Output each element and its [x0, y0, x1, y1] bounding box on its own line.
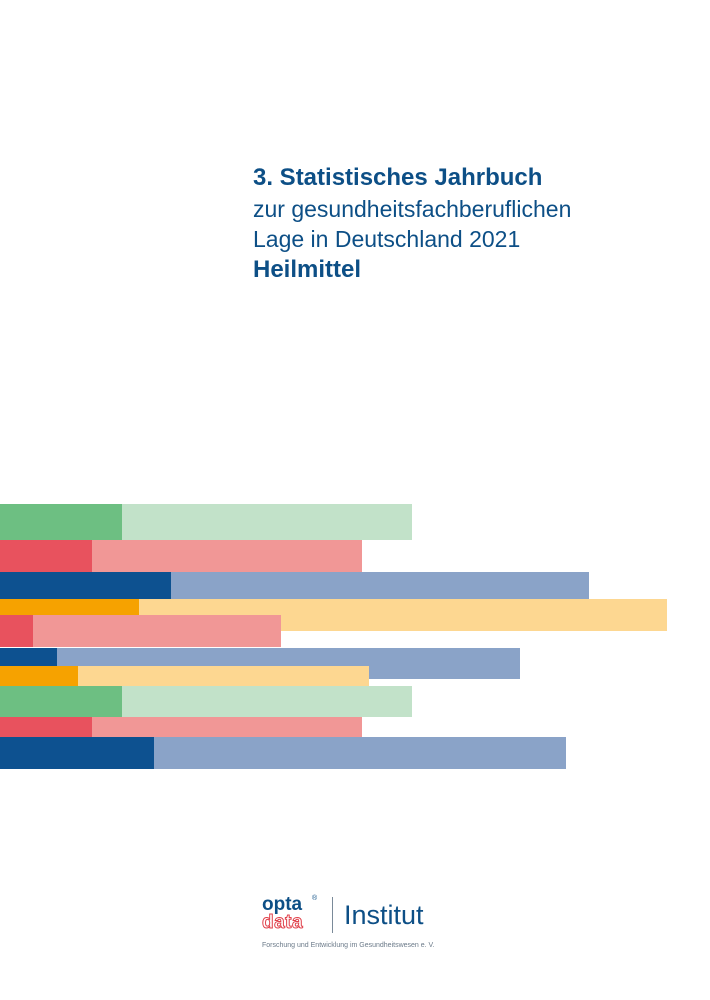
bar-red-1-light [92, 540, 362, 572]
bar-blue-3-light [154, 737, 566, 769]
logo-registered-mark: ® [312, 895, 318, 902]
bar-orange-1-dark [0, 599, 139, 615]
cover-title: 3. Statistisches Jahrbuch [253, 164, 543, 191]
logo-data-wordmark: data [261, 912, 304, 933]
bar-red-2-dark [0, 615, 33, 647]
cover-subtitle-line-2: Lage in Deutschland 2021 [253, 226, 521, 252]
bar-blue-2-dark [0, 648, 57, 666]
bar-green-1-dark [0, 504, 122, 540]
bar-green-2 [0, 686, 412, 717]
cover-topic: Heilmittel [253, 256, 362, 283]
logo-tagline: Forschung und Entwicklung im Gesundheits… [262, 942, 435, 949]
bar-red-3 [0, 717, 362, 737]
bar-blue-3-dark [0, 737, 154, 769]
bar-blue-1 [0, 572, 589, 599]
bar-red-1-dark [0, 540, 92, 572]
logo-divider [332, 897, 333, 933]
bar-orange-2-light [78, 666, 369, 686]
bar-orange-2 [0, 666, 369, 686]
optadata-institut-logo: opta ® data Institut Forschung und Entwi… [261, 894, 472, 955]
bar-red-1 [0, 540, 362, 572]
bar-red-2 [0, 615, 281, 647]
bar-green-2-light [122, 686, 412, 717]
bar-orange-2-dark [0, 666, 78, 686]
bar-blue-3 [0, 737, 566, 769]
cover-title-block: 3. Statistisches Jahrbuch zur gesundheit… [253, 162, 571, 286]
bar-green-1-light [122, 504, 412, 540]
logo-institut-text: Institut [344, 900, 424, 930]
bar-red-2-light [33, 615, 281, 647]
cover-subtitle-line-1: zur gesundheitsfachberuflichen [253, 196, 572, 222]
bar-blue-1-dark [0, 572, 171, 599]
bar-blue-1-light [171, 572, 589, 599]
bar-green-1 [0, 504, 412, 540]
bar-red-3-dark [0, 717, 92, 737]
bar-red-3-light [92, 717, 362, 737]
bar-green-2-dark [0, 686, 122, 717]
logo-opta-wordmark: opta [262, 894, 303, 915]
